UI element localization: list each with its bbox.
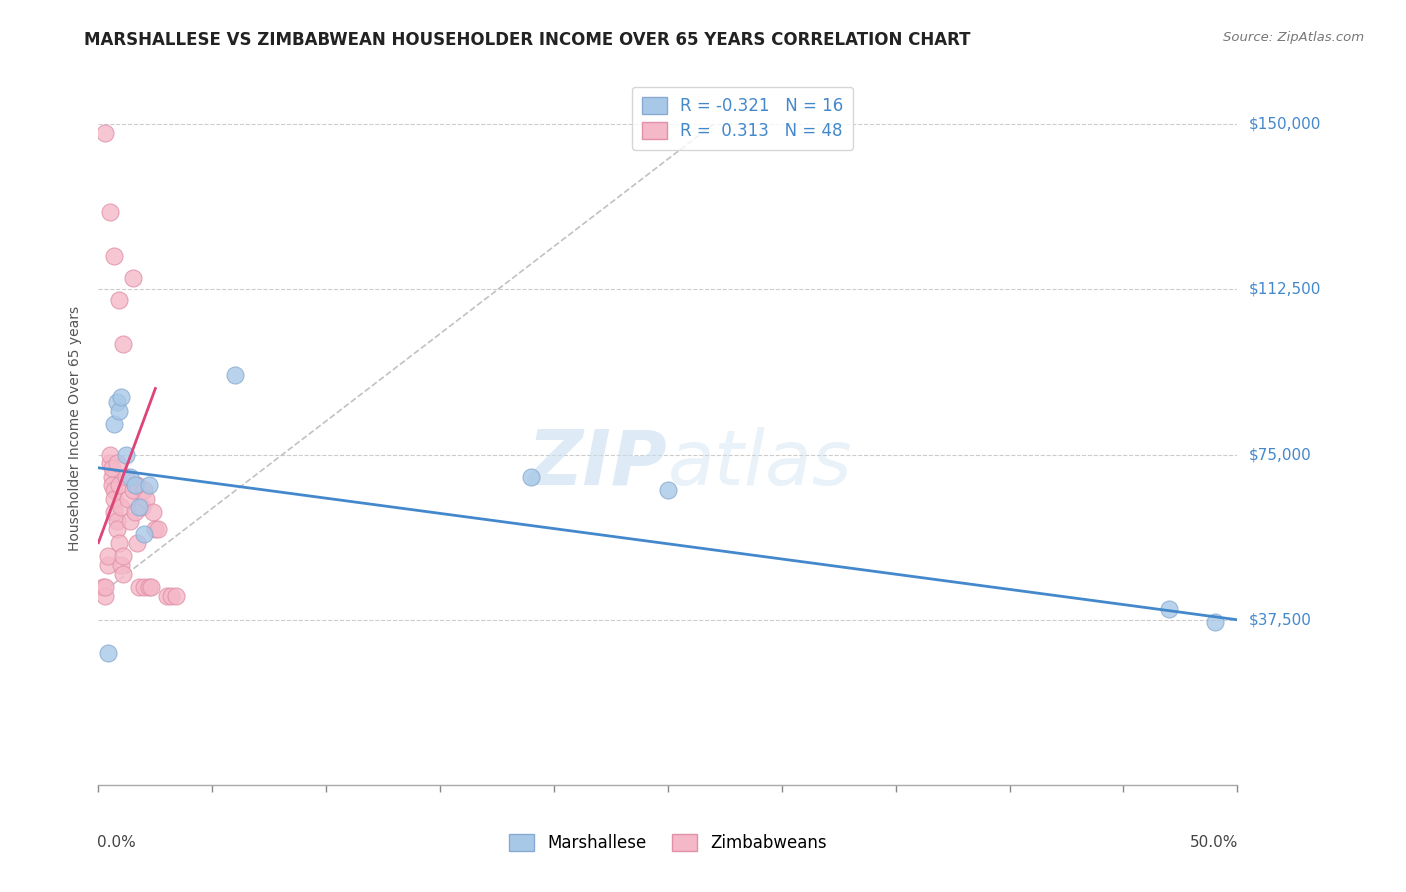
Point [105,523,128,537]
Text: $112,500: $112,500 [1249,282,1320,297]
Point [98,448,121,462]
Point [657,483,679,497]
Point [91,580,114,594]
Point [103,483,125,497]
Point [127,535,149,549]
Point [103,505,125,519]
Point [124,505,146,519]
Point [112,549,135,563]
Point [128,580,150,594]
Point [110,500,132,515]
Point [96,646,118,660]
Point [127,478,149,492]
Point [138,478,160,492]
Text: ZIP: ZIP [529,427,668,500]
Point [132,580,155,594]
Point [156,589,179,603]
Point [103,249,125,263]
Point [520,469,543,483]
Point [94,126,117,140]
Point [139,580,162,594]
Point [142,505,165,519]
Point [131,500,153,515]
Point [108,478,131,492]
Text: MARSHALLESE VS ZIMBABWEAN HOUSEHOLDER INCOME OVER 65 YEARS CORRELATION CHART: MARSHALLESE VS ZIMBABWEAN HOUSEHOLDER IN… [84,31,972,49]
Legend: Marshallese, Zimbabweans: Marshallese, Zimbabweans [499,824,837,863]
Point [132,527,155,541]
Point [160,589,183,603]
Text: $150,000: $150,000 [1249,117,1320,132]
Point [121,271,143,285]
Point [112,337,135,351]
Point [105,457,128,471]
Point [165,589,187,603]
Point [110,558,132,572]
Point [145,523,167,537]
Point [124,478,146,492]
Point [96,549,118,563]
Point [98,205,121,219]
Point [94,589,117,603]
Point [138,580,160,594]
Text: Source: ZipAtlas.com: Source: ZipAtlas.com [1223,31,1364,45]
Point [108,403,131,417]
Point [105,394,128,409]
Point [108,293,131,308]
Point [120,514,142,528]
Point [101,478,124,492]
Point [103,417,125,431]
Point [117,491,139,506]
Point [98,457,121,471]
Point [114,469,136,483]
Point [112,566,135,581]
Point [110,390,132,404]
Y-axis label: Householder Income Over 65 years: Householder Income Over 65 years [69,306,83,550]
Text: $75,000: $75,000 [1249,447,1312,462]
Point [132,483,155,497]
Text: $37,500: $37,500 [1249,612,1312,627]
Point [1204,615,1226,629]
Point [114,448,136,462]
Point [96,558,118,572]
Point [1157,601,1180,615]
Point [121,483,143,497]
Point [94,580,117,594]
Point [224,368,246,383]
Point [105,514,128,528]
Text: 0.0%: 0.0% [97,835,136,850]
Point [128,500,150,515]
Text: 50.0%: 50.0% [1189,835,1239,850]
Point [101,460,124,475]
Point [101,469,124,483]
Point [108,535,131,549]
Point [120,469,142,483]
Point [135,491,157,506]
Text: atlas: atlas [668,427,852,500]
Point [103,491,125,506]
Point [146,523,169,537]
